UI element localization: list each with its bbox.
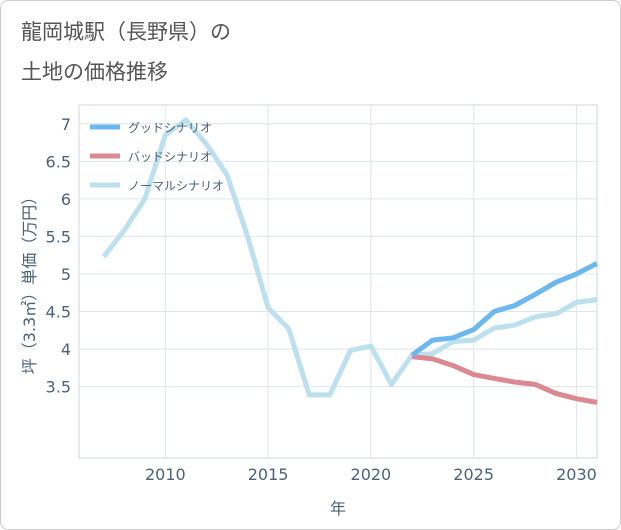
x-tick-label: 2030 bbox=[556, 465, 597, 484]
y-tick-label: 6.5 bbox=[46, 152, 71, 171]
y-tick-label: 3.5 bbox=[46, 378, 71, 397]
series-line-1 bbox=[411, 354, 598, 405]
series-line-2 bbox=[101, 117, 598, 398]
series-line-0 bbox=[410, 261, 599, 358]
plot-area-border bbox=[78, 104, 598, 459]
y-tick-label: 5 bbox=[61, 265, 71, 284]
chart-title-line1: 龍岡城駅（長野県）の bbox=[21, 20, 231, 44]
legend-label: バッドシナリオ bbox=[128, 150, 212, 164]
x-tick-label: 2015 bbox=[248, 465, 289, 484]
chart-title-line2: 土地の価格推移 bbox=[21, 60, 168, 84]
grid bbox=[79, 105, 597, 458]
y-axis-title: 坪（3.3㎡）単価（万円） bbox=[20, 189, 39, 374]
y-tick-label: 4 bbox=[61, 340, 71, 359]
legend-label: ノーマルシナリオ bbox=[128, 179, 224, 193]
x-tick-label: 2020 bbox=[351, 465, 392, 484]
x-tick-label: 2010 bbox=[145, 465, 186, 484]
x-tick-label: 2025 bbox=[453, 465, 494, 484]
y-axis-ticks: 3.5 4 4.5 5 5.5 6 6.5 7 bbox=[46, 115, 71, 397]
series-lines bbox=[101, 117, 599, 405]
x-axis-ticks: 2010 2015 2020 2025 2030 bbox=[145, 465, 597, 484]
y-tick-label: 5.5 bbox=[46, 227, 71, 246]
x-axis-title: 年 bbox=[330, 499, 346, 518]
legend-label: グッドシナリオ bbox=[128, 121, 212, 135]
y-tick-label: 7 bbox=[61, 115, 71, 134]
y-tick-label: 4.5 bbox=[46, 303, 71, 322]
y-tick-label: 6 bbox=[61, 190, 71, 209]
